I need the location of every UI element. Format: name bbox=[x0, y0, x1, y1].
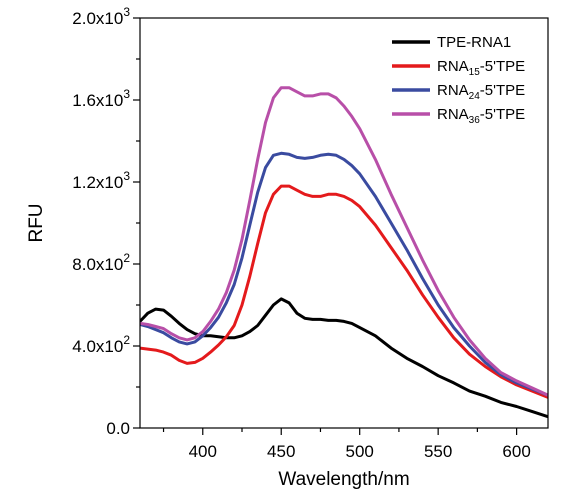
y-tick-label: 4.0x102 bbox=[72, 333, 130, 356]
series-line-4 bbox=[140, 86, 548, 397]
y-tick-mantissa: 4.0x10 bbox=[72, 337, 123, 356]
legend-subscript: 24 bbox=[469, 91, 481, 102]
x-tick-label: 400 bbox=[189, 442, 217, 461]
y-tick-mantissa: 0.0 bbox=[106, 419, 130, 438]
legend-text: -5'TPE bbox=[480, 58, 525, 75]
y-tick-label: 8.0x102 bbox=[72, 251, 130, 274]
legend-subscript: 36 bbox=[469, 115, 481, 126]
x-axis-ticks: 400 450 500 550 600 bbox=[162, 428, 531, 461]
y-tick-mantissa: 8.0x10 bbox=[72, 255, 123, 274]
y-tick-exponent: 3 bbox=[123, 5, 130, 19]
x-tick-label: 550 bbox=[424, 442, 452, 461]
series-line-1 bbox=[140, 297, 548, 419]
y-tick-label: 1.2x103 bbox=[72, 169, 130, 192]
y-tick-exponent: 3 bbox=[123, 169, 130, 183]
y-tick-label: 0.0 bbox=[106, 419, 130, 438]
x-tick-label: 450 bbox=[267, 442, 295, 461]
legend-label: TPE-RNA1 bbox=[437, 34, 511, 51]
y-tick-exponent: 3 bbox=[123, 87, 130, 101]
legend: TPE-RNA1RNA15-5'TPERNA24-5'TPERNA36-5'TP… bbox=[392, 34, 525, 126]
legend-text: -5'TPE bbox=[480, 106, 525, 123]
legend-text: RNA bbox=[437, 106, 469, 123]
y-tick-label: 1.6x103 bbox=[72, 87, 130, 110]
legend-text: RNA bbox=[437, 58, 469, 75]
plot-lines bbox=[140, 86, 548, 419]
y-tick-mantissa: 1.2x10 bbox=[72, 173, 123, 192]
legend-text: RNA bbox=[437, 82, 469, 99]
x-tick-label: 500 bbox=[346, 442, 374, 461]
legend-label: RNA15-5'TPE bbox=[437, 58, 525, 78]
y-tick-mantissa: 1.6x10 bbox=[72, 91, 123, 110]
x-axis-title: Wavelength/nm bbox=[278, 469, 409, 490]
x-tick-label: 600 bbox=[502, 442, 530, 461]
y-tick-mantissa: 2.0x10 bbox=[72, 9, 123, 28]
legend-label: RNA36-5'TPE bbox=[437, 106, 525, 126]
legend-subscript: 15 bbox=[469, 67, 481, 78]
y-tick-label: 2.0x103 bbox=[72, 5, 130, 28]
y-tick-exponent: 2 bbox=[123, 333, 130, 347]
legend-text: TPE-RNA1 bbox=[437, 34, 511, 51]
y-axis-title: RFU bbox=[26, 203, 47, 242]
legend-text: -5'TPE bbox=[480, 82, 525, 99]
legend-label: RNA24-5'TPE bbox=[437, 82, 525, 102]
series-line-3 bbox=[140, 151, 548, 397]
series-line-2 bbox=[140, 184, 548, 399]
y-tick-exponent: 2 bbox=[123, 251, 130, 265]
